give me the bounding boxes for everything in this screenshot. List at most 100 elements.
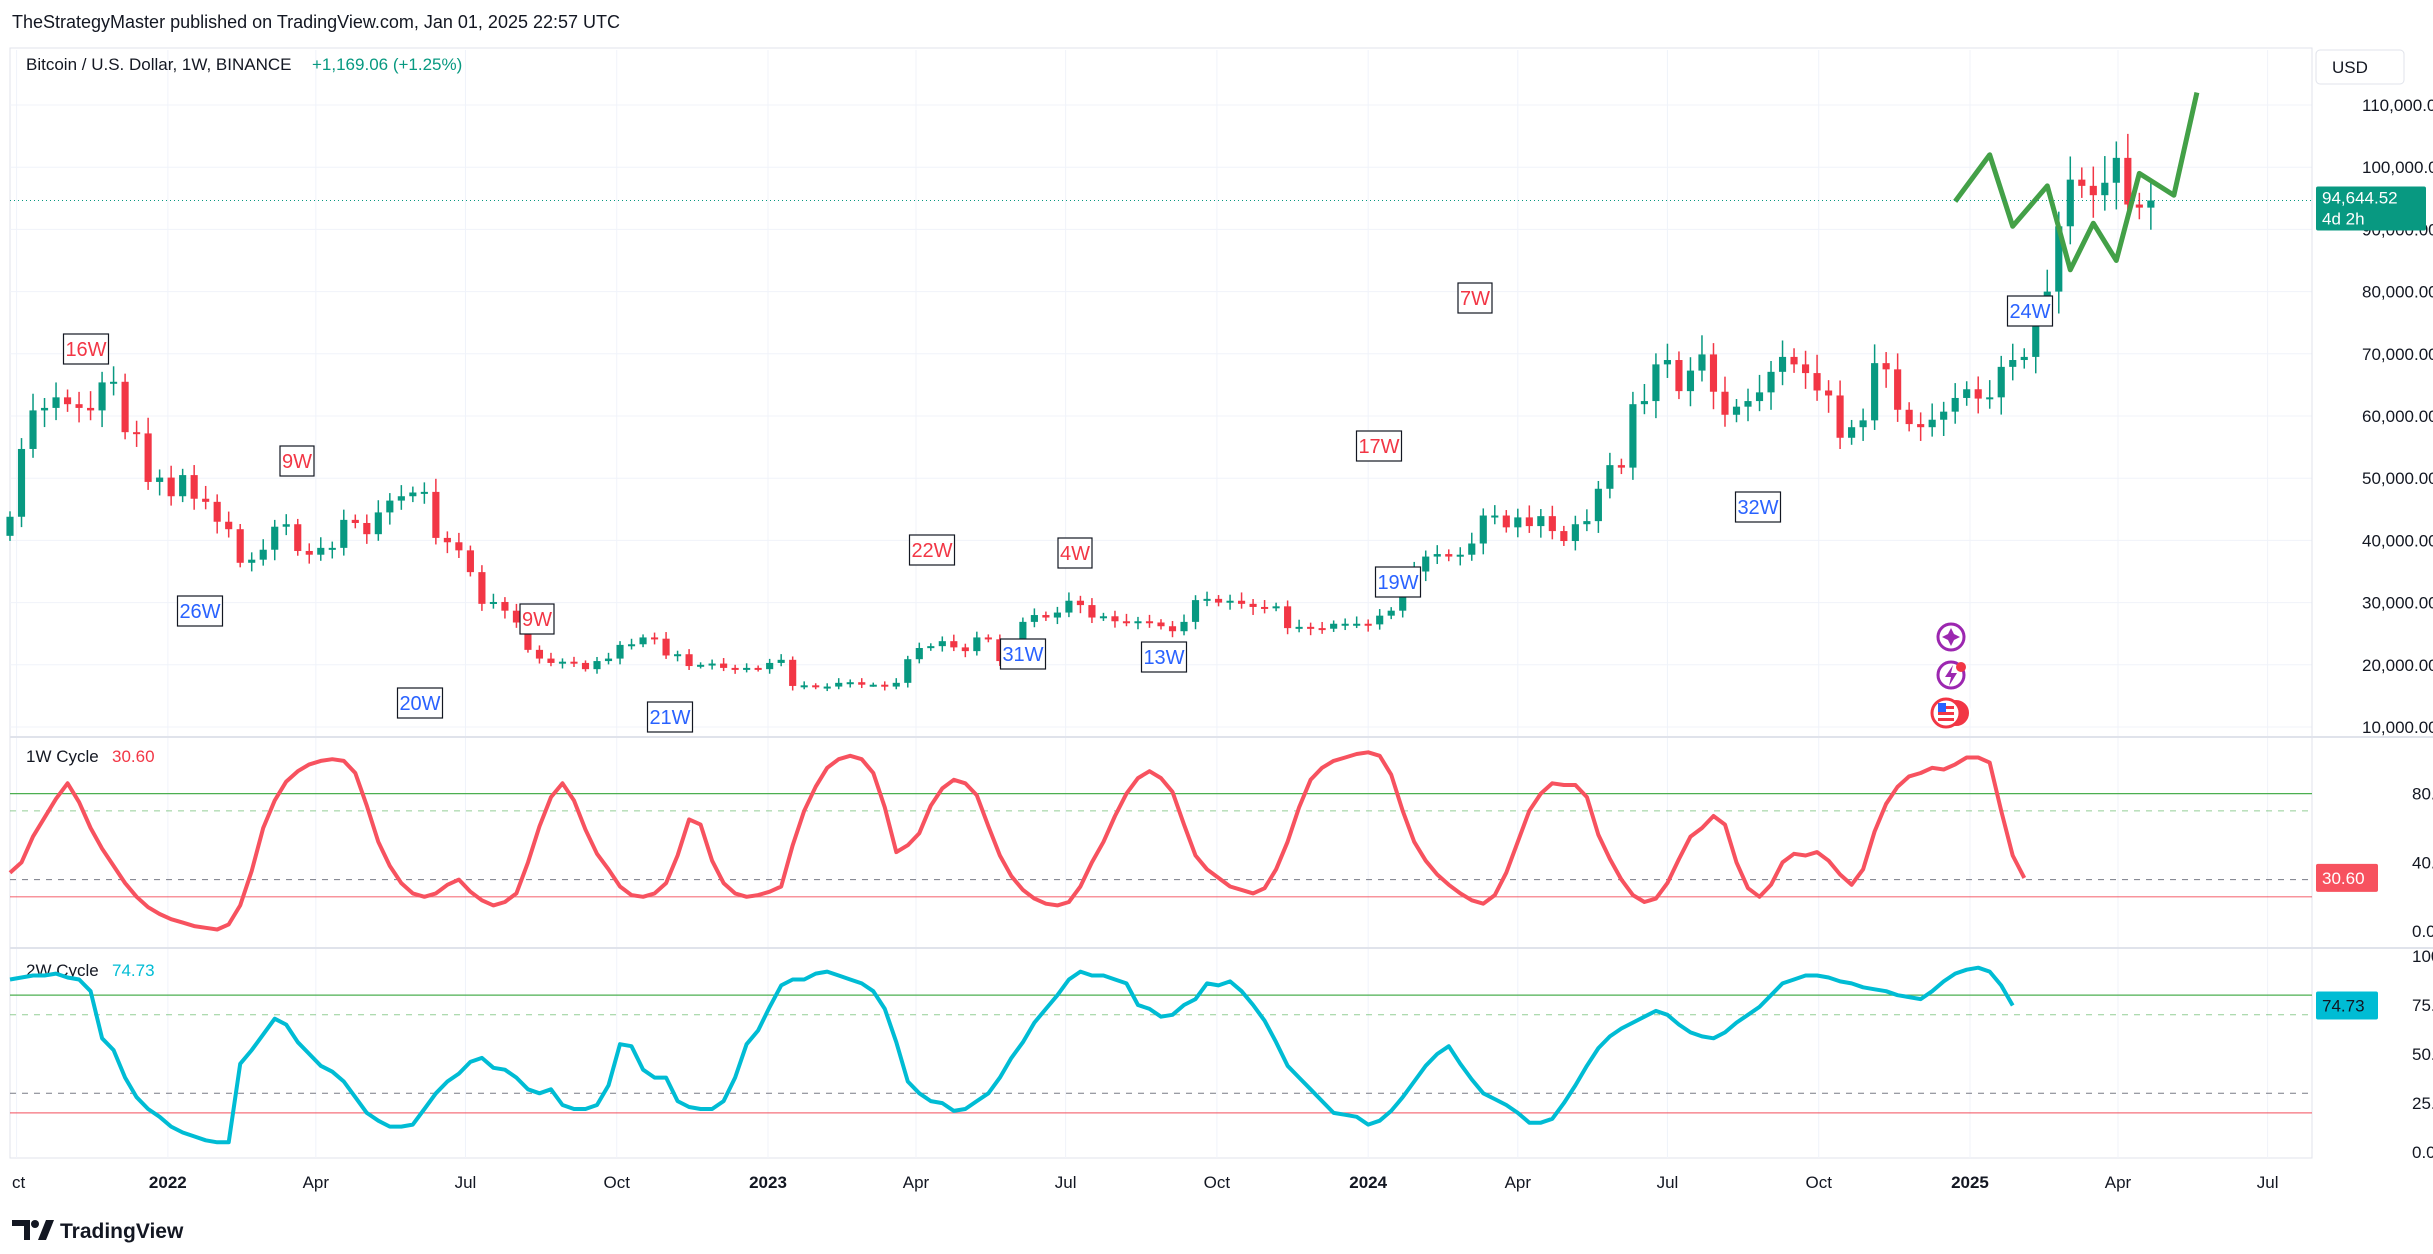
candle <box>1111 610 1119 628</box>
countdown-text: 4d 2h <box>2322 210 2365 229</box>
candles <box>6 133 2155 692</box>
candle <box>938 636 946 652</box>
candle <box>662 632 670 659</box>
flash-icon[interactable] <box>1936 660 1966 690</box>
cycle-label-text: 4W <box>1060 543 1090 565</box>
cycle-tick-label: 80.00 <box>2412 785 2433 804</box>
cycle-label-24w: 24W <box>2006 295 2054 327</box>
candle <box>1180 614 1188 636</box>
grid-lines <box>10 50 2312 1158</box>
sparkle-icon[interactable] <box>1936 622 1966 652</box>
candle <box>1122 613 1131 627</box>
candle <box>501 597 509 619</box>
candle <box>1767 360 1775 410</box>
time-tick-label: Jul <box>1055 1173 1077 1192</box>
candle <box>961 643 969 658</box>
candle <box>881 681 889 691</box>
candle <box>1053 606 1061 625</box>
candle <box>674 650 682 662</box>
candle <box>1214 595 1223 607</box>
candle <box>1997 355 2005 415</box>
candle <box>1076 595 1084 614</box>
candle <box>1836 380 1844 450</box>
candle <box>858 678 866 689</box>
cycle2-last-text: 74.73 <box>2322 997 2365 1016</box>
time-tick-label: 2025 <box>1951 1173 1989 1192</box>
tradingview-logo[interactable]: TradingView <box>12 1220 184 1243</box>
candle <box>1249 599 1257 615</box>
time-tick-label: 2024 <box>1349 1173 1387 1192</box>
cycle-tick-label: 50.00 <box>2412 1045 2433 1064</box>
price-tick-label: 10,000.00 <box>2362 718 2433 737</box>
candle <box>259 539 267 566</box>
candle <box>1238 592 1246 609</box>
candle <box>2135 192 2143 220</box>
candle <box>1272 602 1280 612</box>
price-tick-label: 20,000.00 <box>2362 656 2433 675</box>
change-text: +1,169.06 (+1.25%) <box>312 55 462 74</box>
cycle2-value: 74.73 <box>112 961 155 980</box>
candle <box>1261 600 1269 614</box>
cycle2-last-label: 74.73 <box>2316 991 2378 1020</box>
candle <box>1917 412 1925 441</box>
candle <box>305 543 313 564</box>
candle <box>708 659 716 670</box>
candle <box>282 514 290 536</box>
cycle-label-19w: 19W <box>1374 566 1422 598</box>
candle <box>1940 401 1948 436</box>
tradingview-logo-icon <box>12 1220 30 1240</box>
candle <box>271 519 279 561</box>
candle <box>1778 340 1787 386</box>
usd-button[interactable]: USD <box>2315 49 2405 85</box>
candle <box>1859 408 1867 441</box>
candle <box>236 524 244 568</box>
candle <box>984 634 992 643</box>
cycle-tick-label: 100.00 <box>2412 947 2433 966</box>
candle <box>248 552 256 572</box>
candle <box>1663 343 1672 378</box>
candle <box>789 656 797 691</box>
candle <box>777 654 785 667</box>
candle <box>1088 598 1096 624</box>
candle <box>512 603 521 628</box>
cycle1-value: 30.60 <box>112 747 155 766</box>
us-flag-icon[interactable] <box>1930 697 1971 729</box>
candle <box>1698 335 1706 382</box>
candle <box>144 417 152 490</box>
cycle-label-text: 20W <box>399 693 440 715</box>
candle <box>1502 510 1510 533</box>
candle <box>1042 611 1050 621</box>
candle <box>1801 350 1810 389</box>
candle <box>1640 383 1648 415</box>
price-tick-label: 60,000.00 <box>2362 407 2433 426</box>
cycle-label-text: 9W <box>522 609 552 631</box>
price-pane: Bitcoin / U.S. Dollar, 1W, BINANCE +1,16… <box>6 49 2433 737</box>
candle <box>616 641 624 665</box>
time-tick-label: Jul <box>1657 1173 1679 1192</box>
candle <box>1675 351 1683 400</box>
candle <box>2101 156 2109 211</box>
candle <box>1894 353 1902 422</box>
candle <box>294 518 302 556</box>
candle <box>697 662 705 669</box>
candle <box>1353 616 1361 629</box>
time-tick-label: Oct <box>1204 1173 1231 1192</box>
candle <box>2009 343 2017 381</box>
candle <box>2147 181 2155 230</box>
cycle1-last-label: 30.60 <box>2316 863 2378 892</box>
cycle-label-text: 32W <box>1737 497 1778 519</box>
symbol-line: Bitcoin / U.S. Dollar, 1W, BINANCE <box>26 55 291 74</box>
candle <box>317 537 325 561</box>
cycle-label-9w: 9W <box>519 603 555 635</box>
projection-path <box>1953 92 2200 273</box>
cycle-label-17w: 17W <box>1355 430 1403 462</box>
candle <box>443 531 451 554</box>
candle <box>2078 167 2086 198</box>
cycle-label-text: 13W <box>1143 647 1184 669</box>
candle <box>1951 383 1959 424</box>
candle <box>63 389 72 412</box>
candle <box>1974 376 1982 414</box>
candle <box>202 485 210 510</box>
cycle-label-text: 22W <box>911 540 952 562</box>
candle <box>1468 532 1476 561</box>
